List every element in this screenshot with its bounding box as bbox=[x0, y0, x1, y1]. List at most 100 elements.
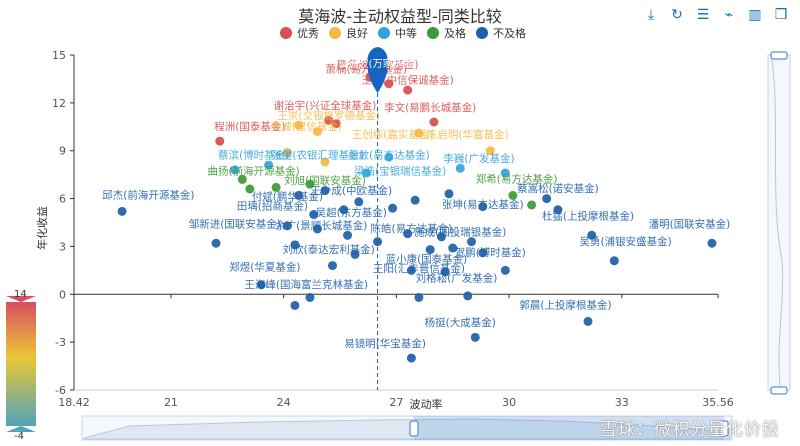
data-point bbox=[384, 79, 394, 89]
legend-label: 中等 bbox=[395, 27, 417, 40]
legend-item-good[interactable]: 良好 bbox=[329, 25, 368, 41]
legend-item-excellent[interactable]: 优秀 bbox=[280, 25, 319, 41]
data-point-label: 田瑀(招商基金) bbox=[237, 200, 308, 213]
highlight-pin-marker bbox=[367, 46, 389, 93]
x-tick-label: 35.56 bbox=[702, 396, 734, 409]
data-point bbox=[339, 205, 349, 215]
legend-item-pass[interactable]: 及格 bbox=[427, 25, 466, 41]
data-point-label: 王海峰(国海富兰克林基金) bbox=[244, 278, 368, 291]
data-point bbox=[444, 189, 454, 199]
data-point-label: 余广(景顺长城基金) bbox=[275, 219, 367, 232]
data-point bbox=[425, 245, 435, 255]
chart-toolbar: ⤓ ↻ ☰ ⌁ ▥ ❒ bbox=[642, 6, 790, 24]
data-point bbox=[211, 238, 221, 248]
vertical-datazoom-bottom-handle[interactable] bbox=[770, 386, 788, 395]
legend-label: 不及格 bbox=[493, 27, 526, 40]
data-point bbox=[403, 85, 413, 95]
data-point bbox=[324, 115, 334, 125]
data-point-label: 李巍(广发基金) bbox=[443, 152, 514, 165]
vertical-datazoom[interactable] bbox=[767, 54, 791, 391]
stack-icon[interactable]: ❒ bbox=[774, 7, 788, 23]
data-point bbox=[361, 168, 371, 178]
y-tick-label: -6 bbox=[55, 384, 66, 397]
visual-map-max-label: 14 bbox=[14, 289, 27, 300]
legend-dot-icon bbox=[329, 27, 341, 39]
data-point-label: 邹新进(国联安基金) bbox=[189, 217, 281, 230]
data-point bbox=[478, 248, 488, 258]
data-point bbox=[440, 267, 450, 277]
data-point-label: 郑希(易方达基金) bbox=[476, 173, 558, 186]
data-point bbox=[237, 174, 247, 184]
data-point bbox=[309, 210, 319, 220]
legend-item-medium[interactable]: 中等 bbox=[378, 25, 417, 41]
visual-map-bar[interactable] bbox=[6, 302, 36, 426]
x-tick-label: 21 bbox=[164, 396, 178, 409]
horizontal-datazoom-right-handle[interactable] bbox=[719, 420, 729, 437]
x-tick-label: 30 bbox=[502, 396, 516, 409]
data-point bbox=[384, 152, 394, 162]
visual-map-top-handle[interactable] bbox=[6, 296, 36, 302]
x-tick-label: 33 bbox=[615, 396, 629, 409]
data-point-label: 张健(农银汇理基金) bbox=[271, 149, 363, 162]
data-point bbox=[312, 224, 322, 234]
data-point bbox=[320, 157, 330, 167]
data-point bbox=[500, 168, 510, 178]
data-point bbox=[305, 179, 315, 189]
horizontal-datazoom-left-handle[interactable] bbox=[409, 420, 419, 437]
data-point bbox=[305, 292, 315, 302]
data-point-label: 陈启明(华富基金) bbox=[427, 128, 509, 141]
data-point-label: 贺鹏(博时基金) bbox=[455, 246, 526, 259]
legend-label: 优秀 bbox=[297, 27, 319, 40]
data-point-label: 潘明(国联安基金) bbox=[649, 217, 731, 230]
data-point-label: 李文(易鹏长城基金) bbox=[384, 101, 476, 114]
data-point bbox=[354, 197, 364, 207]
legend-label: 及格 bbox=[444, 27, 466, 40]
watermark-text: 雪球：微积分量化价投 bbox=[600, 420, 780, 440]
y-tick-label: 15 bbox=[52, 49, 66, 62]
data-point bbox=[467, 237, 477, 247]
data-point-label: 吴勇(浦银安盛基金) bbox=[579, 235, 671, 248]
data-point bbox=[609, 256, 619, 266]
data-point bbox=[282, 221, 292, 231]
horizontal-datazoom-window[interactable] bbox=[414, 416, 724, 440]
data-point-label: 刘格菘(广发基金) bbox=[416, 272, 498, 285]
data-point-label: 易镜明(华宝基金) bbox=[344, 337, 426, 350]
data-point bbox=[294, 120, 304, 130]
data-point-label: 彭敢(易方达基金) bbox=[348, 149, 430, 162]
data-point bbox=[282, 147, 292, 157]
download-icon[interactable]: ⤓ bbox=[647, 7, 655, 23]
data-view-icon[interactable]: ☰ bbox=[696, 7, 710, 23]
data-point bbox=[553, 205, 563, 215]
data-point-label: 杨挺(大成基金) bbox=[425, 316, 496, 329]
bar-chart-icon[interactable]: ▥ bbox=[748, 7, 762, 23]
legend-label: 良好 bbox=[346, 27, 368, 40]
vertical-datazoom-top-handle[interactable] bbox=[770, 51, 788, 60]
data-point-label: 付斌(鹏华基金) bbox=[252, 190, 323, 203]
y-tick-label: 3 bbox=[59, 240, 66, 253]
highlight-pin-label: 莫海波(万家基金) bbox=[339, 57, 417, 70]
data-point bbox=[527, 200, 537, 210]
data-point bbox=[470, 332, 480, 342]
data-point bbox=[230, 165, 240, 175]
line-chart-icon[interactable]: ⌁ bbox=[724, 7, 734, 23]
data-point-label: 邱杰(前海开源基金) bbox=[102, 189, 194, 202]
data-point bbox=[455, 163, 465, 173]
data-point bbox=[414, 292, 424, 302]
data-point-label: 郭晨(上投摩根基金) bbox=[519, 299, 611, 312]
data-point bbox=[583, 316, 593, 326]
legend-dot-icon bbox=[476, 27, 488, 39]
data-point bbox=[403, 229, 413, 239]
refresh-icon[interactable]: ↻ bbox=[671, 7, 683, 23]
legend-item-fail[interactable]: 不及格 bbox=[476, 25, 526, 41]
chart-legend: 优秀 良好 中等 及格 不及格 bbox=[280, 25, 526, 41]
data-point-label: 姜诚(建信基金) bbox=[271, 120, 342, 133]
data-point bbox=[406, 353, 416, 363]
y-tick-label: -3 bbox=[55, 336, 66, 349]
data-point bbox=[271, 182, 281, 192]
visual-map-bottom-handle[interactable] bbox=[6, 426, 36, 432]
data-point bbox=[414, 128, 424, 138]
data-point bbox=[508, 190, 518, 200]
legend-dot-icon bbox=[280, 27, 292, 39]
data-point-label: 王崇(交银施罗德基金) bbox=[277, 109, 380, 122]
data-point-label: 郑煜(华夏基金) bbox=[229, 260, 300, 273]
